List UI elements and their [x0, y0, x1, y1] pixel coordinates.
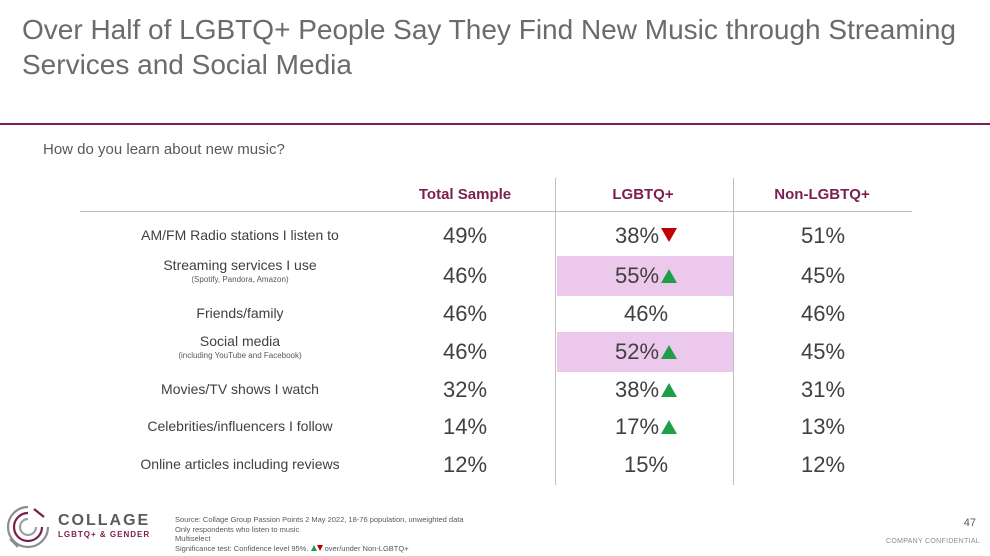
- total-value: 32%: [442, 377, 488, 402]
- total-value-cell: 46%: [375, 296, 555, 332]
- page-number: 47: [963, 517, 976, 529]
- row-label-text: Streaming services I use: [163, 257, 317, 273]
- non-lgbtq-value-cell: 13%: [733, 409, 913, 445]
- lgbtq-value: 38%: [614, 223, 660, 248]
- non-lgbtq-value-cell: 45%: [733, 258, 913, 294]
- row-label-text: Online articles including reviews: [140, 456, 340, 472]
- up-arrow-icon: [310, 544, 317, 551]
- non-lgbtq-value-cell: 51%: [733, 218, 913, 254]
- total-value: 14%: [442, 414, 488, 439]
- total-value: 12%: [442, 452, 488, 477]
- survey-question: How do you learn about new music?: [43, 141, 285, 158]
- total-value-cell: 46%: [375, 334, 555, 370]
- row-label: Social media (including YouTube and Faceb…: [90, 333, 390, 361]
- table-row: AM/FM Radio stations I listen to 49% 38% 51…: [0, 218, 990, 254]
- footnotes: Source: Collage Group Passion Points 2 M…: [175, 515, 464, 553]
- row-label: Movies/TV shows I watch: [90, 381, 390, 398]
- column-header-lgbtq: LGBTQ+: [612, 186, 674, 203]
- row-sublabel: (Spotify, Pandora, Amazon): [191, 275, 289, 284]
- table-row: Streaming services I use (Spotify, Pandor…: [0, 257, 990, 294]
- non-lgbtq-value: 31%: [800, 377, 846, 402]
- table-row: Friends/family 46% 46% 46%: [0, 296, 990, 332]
- total-value: 46%: [442, 263, 488, 288]
- total-value: 49%: [442, 223, 488, 248]
- row-label: Friends/family: [90, 305, 390, 322]
- row-label-text: Social media: [199, 333, 281, 349]
- title-divider: [0, 123, 990, 125]
- total-value-cell: 14%: [375, 409, 555, 445]
- significance-highlight: [557, 256, 733, 296]
- row-label-text: Movies/TV shows I watch: [161, 381, 319, 397]
- lgbtq-value: 15%: [623, 452, 669, 477]
- column-header-total: Total Sample: [418, 186, 512, 203]
- lgbtq-value-cell: 38%: [556, 218, 736, 254]
- significance-note: Significance test: Confidence level 95%.…: [175, 543, 409, 553]
- total-value-cell: 12%: [375, 447, 555, 483]
- lgbtq-value-cell: 15%: [556, 447, 736, 483]
- table-row: Movies/TV shows I watch 32% 38% 31%: [0, 372, 990, 408]
- row-label: Online articles including reviews: [90, 456, 390, 473]
- total-value-cell: 46%: [375, 258, 555, 294]
- total-value-cell: 49%: [375, 218, 555, 254]
- table-row: Celebrities/influencers I follow 14% 17% 13…: [0, 409, 990, 445]
- up-arrow-icon: [661, 420, 678, 434]
- row-label-text: AM/FM Radio stations I listen to: [141, 227, 339, 243]
- non-lgbtq-value: 45%: [800, 339, 846, 364]
- non-lgbtq-value: 45%: [800, 263, 846, 288]
- lgbtq-value-cell: 17%: [556, 409, 736, 445]
- slide-title: Over Half of LGBTQ+ People Say They Find…: [22, 14, 957, 80]
- up-arrow-icon: [661, 269, 678, 283]
- row-label-text: Celebrities/influencers I follow: [147, 418, 333, 434]
- column-header-non-lgbtq: Non-LGBTQ+: [774, 186, 870, 203]
- non-lgbtq-value-cell: 46%: [733, 296, 913, 332]
- row-label-text: Friends/family: [196, 305, 284, 321]
- lgbtq-value-cell: 46%: [556, 296, 736, 332]
- non-lgbtq-value: 12%: [800, 452, 846, 477]
- table-row: Social media (including YouTube and Faceb…: [0, 333, 990, 370]
- down-arrow-icon: [316, 544, 323, 551]
- lgbtq-value: 52%: [614, 339, 660, 364]
- table-row: Online articles including reviews 12% 15% 1…: [0, 447, 990, 483]
- lgbtq-value: 55%: [614, 263, 660, 288]
- logo-wordmark: COLLAGE: [58, 512, 151, 529]
- column-divider: [555, 178, 556, 485]
- lgbtq-value-cell: 52%: [556, 334, 736, 370]
- non-lgbtq-value-cell: 31%: [733, 372, 913, 408]
- up-arrow-icon: [661, 383, 678, 397]
- non-lgbtq-value: 13%: [800, 414, 846, 439]
- lgbtq-value: 46%: [623, 301, 669, 326]
- multiselect-note: Multiselect: [175, 534, 211, 543]
- confidential-label: COMPANY CONFIDENTIAL: [885, 538, 980, 545]
- total-value: 46%: [442, 301, 488, 326]
- down-arrow-icon: [661, 228, 678, 242]
- header-divider: [80, 211, 912, 212]
- non-lgbtq-value-cell: 12%: [733, 447, 913, 483]
- lgbtq-value-cell: 38%: [556, 372, 736, 408]
- row-label: AM/FM Radio stations I listen to: [90, 227, 390, 244]
- source-note: Source: Collage Group Passion Points 2 M…: [175, 515, 464, 524]
- column-divider: [733, 178, 734, 485]
- row-label: Celebrities/influencers I follow: [90, 418, 390, 435]
- total-value-cell: 32%: [375, 372, 555, 408]
- row-sublabel: (including YouTube and Facebook): [178, 351, 302, 360]
- lgbtq-value: 17%: [614, 414, 660, 439]
- collage-logo-icon: [6, 505, 50, 549]
- row-label: Streaming services I use (Spotify, Pandor…: [90, 257, 390, 285]
- respondents-note: Only respondents who listen to music: [175, 524, 300, 534]
- up-arrow-icon: [661, 345, 678, 359]
- logo-tagline: LGBTQ+ & GENDER: [58, 530, 151, 539]
- lgbtq-value-cell: 55%: [556, 258, 736, 294]
- total-value: 46%: [442, 339, 488, 364]
- lgbtq-value: 38%: [614, 377, 660, 402]
- non-lgbtq-value-cell: 45%: [733, 334, 913, 370]
- non-lgbtq-value: 51%: [800, 223, 846, 248]
- non-lgbtq-value: 46%: [800, 301, 846, 326]
- significance-highlight: [557, 332, 733, 372]
